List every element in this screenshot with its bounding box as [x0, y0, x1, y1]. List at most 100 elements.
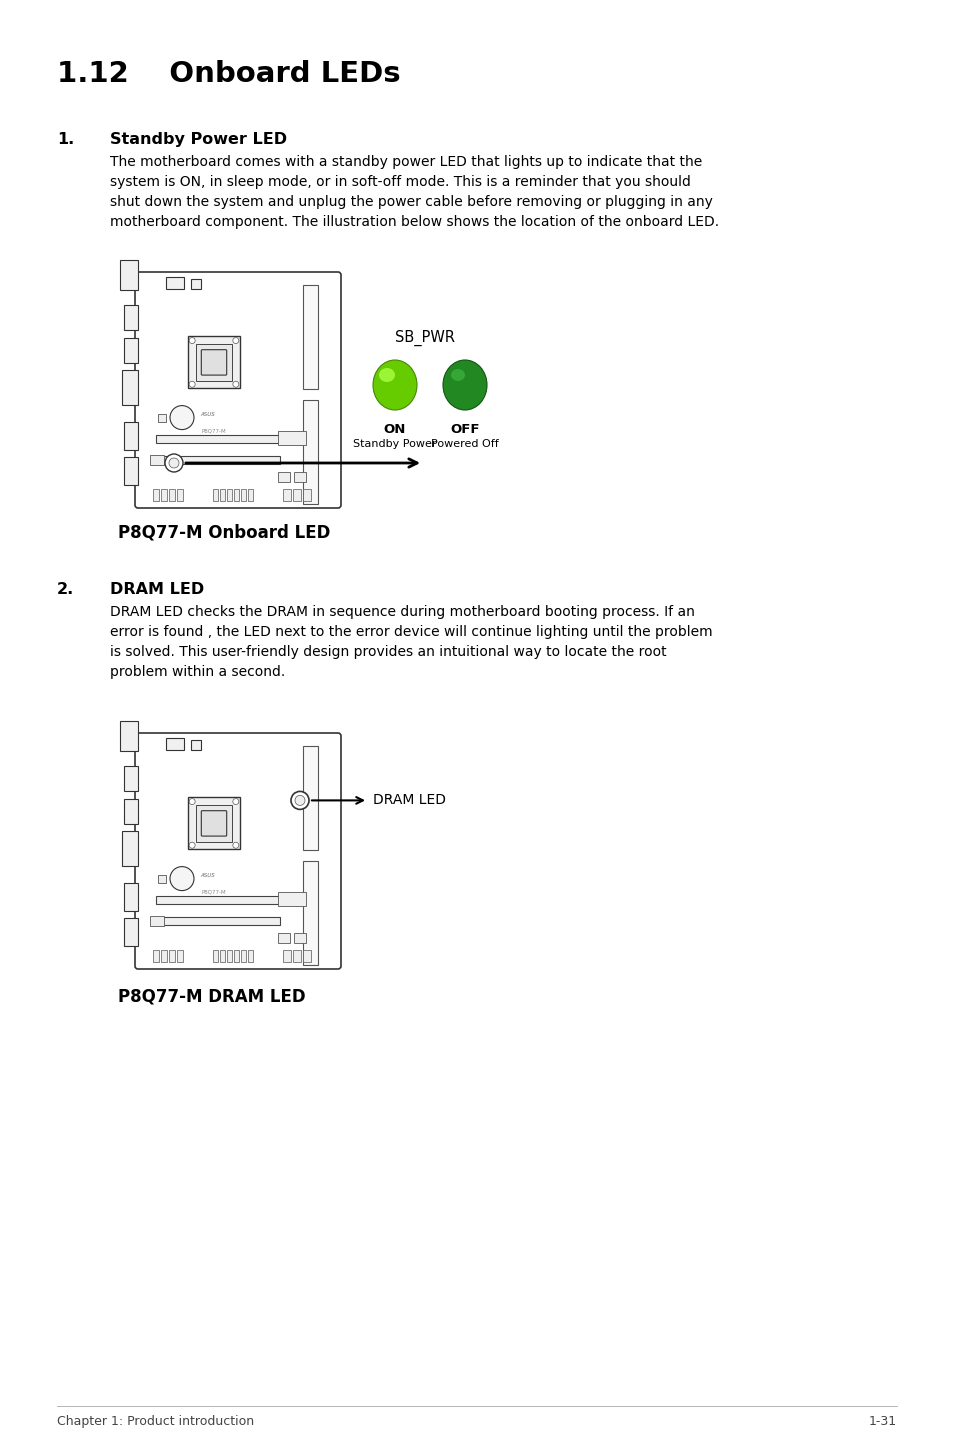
Bar [293, 951, 301, 962]
Bar [122, 370, 138, 406]
Bar [191, 741, 201, 751]
Bar [158, 874, 166, 883]
Bar [283, 951, 291, 962]
Text: 1.: 1. [57, 132, 74, 147]
Bar [303, 489, 311, 500]
Circle shape [189, 381, 195, 387]
Circle shape [233, 798, 238, 804]
Text: P8Q77-M: P8Q77-M [201, 429, 226, 434]
Bar [277, 892, 306, 906]
Bar [227, 489, 232, 500]
Bar [158, 414, 166, 421]
Bar [213, 489, 218, 500]
Bar [188, 798, 240, 850]
Bar [124, 883, 138, 912]
Ellipse shape [373, 360, 416, 410]
Bar [241, 951, 246, 962]
Bar [177, 951, 183, 962]
Bar [124, 766, 138, 791]
Bar [120, 260, 138, 290]
Circle shape [189, 338, 195, 344]
Bar [220, 951, 225, 962]
Bar [294, 472, 306, 482]
Bar [227, 951, 232, 962]
Text: ASUS: ASUS [200, 873, 214, 879]
Text: 1-31: 1-31 [868, 1415, 896, 1428]
Bar [152, 951, 159, 962]
FancyBboxPatch shape [201, 811, 227, 835]
Bar [241, 489, 246, 500]
Bar [294, 933, 306, 943]
Bar [156, 434, 280, 443]
Circle shape [170, 867, 193, 890]
Bar [303, 285, 317, 388]
Text: SB_PWR: SB_PWR [395, 329, 455, 347]
Bar [166, 278, 184, 289]
Circle shape [291, 791, 309, 810]
Text: 1.12    Onboard LEDs: 1.12 Onboard LEDs [57, 60, 400, 88]
Text: Powered Off: Powered Off [431, 439, 498, 449]
Bar [233, 489, 239, 500]
Bar [195, 344, 232, 381]
Bar [195, 805, 232, 841]
Bar [283, 489, 291, 500]
Bar [293, 489, 301, 500]
Bar [124, 917, 138, 946]
Bar [233, 951, 239, 962]
Circle shape [233, 338, 238, 344]
Bar [150, 454, 164, 464]
FancyBboxPatch shape [135, 733, 340, 969]
Text: Standby Power LED: Standby Power LED [110, 132, 287, 147]
Text: P8Q77-M DRAM LED: P8Q77-M DRAM LED [118, 988, 305, 1007]
Bar [277, 431, 306, 444]
Text: ON: ON [383, 423, 406, 436]
Bar [120, 720, 138, 751]
Text: DRAM LED: DRAM LED [373, 794, 446, 807]
Circle shape [233, 843, 238, 848]
Circle shape [189, 798, 195, 804]
Text: P8Q77-M: P8Q77-M [201, 890, 226, 894]
Circle shape [169, 457, 179, 467]
FancyBboxPatch shape [135, 272, 340, 508]
Bar [191, 279, 201, 289]
Bar [124, 457, 138, 485]
Circle shape [294, 795, 305, 805]
Bar [213, 951, 218, 962]
Bar [161, 951, 167, 962]
Ellipse shape [442, 360, 486, 410]
Bar [156, 456, 280, 463]
Ellipse shape [451, 370, 464, 381]
Bar [303, 746, 317, 850]
Bar [169, 951, 174, 962]
Bar [303, 951, 311, 962]
Text: ASUS: ASUS [200, 413, 214, 417]
Bar [248, 951, 253, 962]
Text: Standby Power: Standby Power [353, 439, 436, 449]
Bar [124, 338, 138, 362]
Text: Chapter 1: Product introduction: Chapter 1: Product introduction [57, 1415, 253, 1428]
Bar [166, 738, 184, 751]
Bar [124, 421, 138, 450]
Bar [152, 489, 159, 500]
Bar [220, 489, 225, 500]
Text: DRAM LED: DRAM LED [110, 582, 204, 597]
Circle shape [165, 454, 183, 472]
Circle shape [233, 381, 238, 387]
Circle shape [170, 406, 193, 430]
Bar [161, 489, 167, 500]
Bar [248, 489, 253, 500]
Text: P8Q77-M Onboard LED: P8Q77-M Onboard LED [118, 523, 330, 541]
Bar [169, 489, 174, 500]
Bar [122, 831, 138, 866]
Bar [188, 336, 240, 388]
Text: OFF: OFF [450, 423, 479, 436]
Bar [277, 472, 290, 482]
Circle shape [189, 843, 195, 848]
Ellipse shape [378, 368, 395, 383]
Bar [303, 400, 317, 503]
Bar [277, 933, 290, 943]
Bar [124, 305, 138, 329]
Text: 2.: 2. [57, 582, 74, 597]
Bar [303, 861, 317, 965]
FancyBboxPatch shape [201, 349, 227, 375]
